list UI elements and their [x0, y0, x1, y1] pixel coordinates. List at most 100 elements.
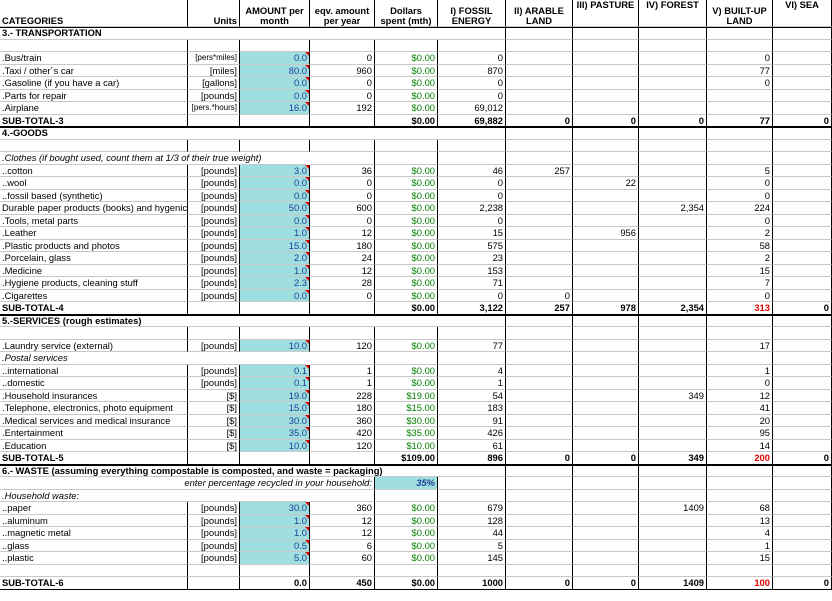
amount-input[interactable]: 1.0	[240, 514, 310, 527]
forest-cell: 1409	[639, 577, 707, 590]
dollars-cell: $0.00	[375, 64, 438, 77]
section-row: 4.-GOODS	[0, 127, 832, 140]
forest-cell	[639, 364, 707, 377]
amount-input[interactable]: 10.0	[240, 439, 310, 452]
pasture-cell	[573, 539, 639, 552]
empty-cell	[707, 152, 773, 165]
fossil-cell: 3,122	[438, 302, 506, 315]
category-cell	[0, 39, 188, 52]
table-row	[0, 139, 832, 152]
forest-cell	[639, 64, 707, 77]
amount-input[interactable]: 15.0	[240, 239, 310, 252]
dollars-cell: $0.00	[375, 302, 438, 315]
arable-cell	[506, 427, 573, 440]
amount-input[interactable]: 16.0	[240, 102, 310, 115]
empty-cell	[639, 489, 707, 502]
group-label: .Postal services	[0, 352, 306, 365]
pasture-cell: 956	[573, 227, 639, 240]
section-title: 3.- TRANSPORTATION	[0, 27, 438, 40]
sea-cell	[773, 389, 832, 402]
fossil-cell: 1000	[438, 577, 506, 590]
amount-input[interactable]: 80.0	[240, 64, 310, 77]
amount-input[interactable]: 3.0	[240, 164, 310, 177]
amount-input[interactable]: 0.0	[240, 89, 310, 102]
unit-cell: [$]	[188, 439, 240, 452]
amount-input[interactable]: 15.0	[240, 402, 310, 415]
fossil-cell: 0	[438, 214, 506, 227]
amount-input[interactable]: 19.0	[240, 389, 310, 402]
pasture-cell	[573, 564, 639, 577]
amount-input[interactable]: 30.0	[240, 502, 310, 515]
unit-cell: [$]	[188, 427, 240, 440]
sea-cell	[773, 189, 832, 202]
pasture-cell	[573, 327, 639, 340]
amount-input[interactable]: 1.0	[240, 264, 310, 277]
dollars-cell: $0.00	[375, 202, 438, 215]
amount-cell	[240, 327, 310, 340]
pasture-cell	[573, 39, 639, 52]
eqv-amount-cell: 180	[310, 239, 375, 252]
amount-input[interactable]: 1.0	[240, 227, 310, 240]
pasture-cell	[573, 139, 639, 152]
dollars-cell: $19.00	[375, 389, 438, 402]
eqv-amount-cell: 600	[310, 202, 375, 215]
amount-input[interactable]: 0.0	[240, 214, 310, 227]
fossil-cell	[438, 327, 506, 340]
amount-input[interactable]: 30.0	[240, 414, 310, 427]
pasture-cell	[573, 552, 639, 565]
fossil-cell: 44	[438, 527, 506, 540]
table-row: .Laundry service (external) [pounds] 10.0 1…	[0, 339, 832, 352]
amount-input[interactable]: 0.0	[240, 177, 310, 190]
amount-input[interactable]: 5.0	[240, 552, 310, 565]
amount-input[interactable]: 2.0	[240, 252, 310, 265]
table-row: .Entertainment [$] 35.0 420 $35.00 426 95	[0, 427, 832, 440]
amount-input[interactable]: 50.0	[240, 202, 310, 215]
built-up-cell: 13	[707, 514, 773, 527]
empty-cell	[773, 27, 832, 40]
amount-input[interactable]: 0.0	[240, 52, 310, 65]
table-row: .Household waste:	[0, 489, 832, 502]
recycle-percentage-input[interactable]: 35%	[375, 477, 438, 490]
section-divider	[0, 464, 832, 466]
amount-input[interactable]: 0.1	[240, 364, 310, 377]
amount-cell	[240, 139, 310, 152]
empty-cell	[773, 152, 832, 165]
fossil-cell: 77	[438, 339, 506, 352]
amount-input[interactable]: 0.5	[240, 539, 310, 552]
sea-cell	[773, 227, 832, 240]
eqv-amount-cell	[310, 327, 375, 340]
built-up-cell: 0	[707, 214, 773, 227]
sea-cell	[773, 552, 832, 565]
amount-input[interactable]: 0.1	[240, 377, 310, 390]
eqv-amount-cell: 12	[310, 264, 375, 277]
arable-cell: 257	[506, 302, 573, 315]
header-amount: AMOUNT per month	[240, 0, 310, 27]
section-row: 6.- WASTE (assuming everything compostab…	[0, 464, 832, 477]
table-row: .Postal services	[0, 352, 832, 365]
amount-input[interactable]: 1.0	[240, 527, 310, 540]
amount-input[interactable]: 10.0	[240, 339, 310, 352]
subtotal-row: SUB-TOTAL-6 0.0 450 $0.00 1000 0 0 1409 100 0	[0, 577, 832, 590]
eqv-amount-cell: 12	[310, 527, 375, 540]
amount-input[interactable]: 0.0	[240, 77, 310, 90]
pasture-cell	[573, 102, 639, 115]
eqv-amount-cell: 0	[310, 189, 375, 202]
unit-cell: [pers.*hours]	[188, 102, 240, 115]
empty-cell	[573, 152, 639, 165]
dollars-cell: $0.00	[375, 52, 438, 65]
amount-input[interactable]: 2.3	[240, 277, 310, 290]
pasture-cell: 0	[573, 452, 639, 465]
amount-input[interactable]: 35.0	[240, 427, 310, 440]
built-up-cell: 313	[707, 302, 773, 315]
table-row: .Airplane [pers.*hours] 16.0 192 $0.00 69,012	[0, 102, 832, 115]
pasture-cell	[573, 252, 639, 265]
amount-cell	[240, 39, 310, 52]
forest-cell	[639, 539, 707, 552]
fossil-cell: 183	[438, 402, 506, 415]
forest-cell	[639, 239, 707, 252]
pasture-cell	[573, 89, 639, 102]
sea-cell	[773, 177, 832, 190]
amount-input[interactable]: 0.0	[240, 289, 310, 302]
empty-cell	[438, 352, 506, 365]
amount-input[interactable]: 0.0	[240, 189, 310, 202]
